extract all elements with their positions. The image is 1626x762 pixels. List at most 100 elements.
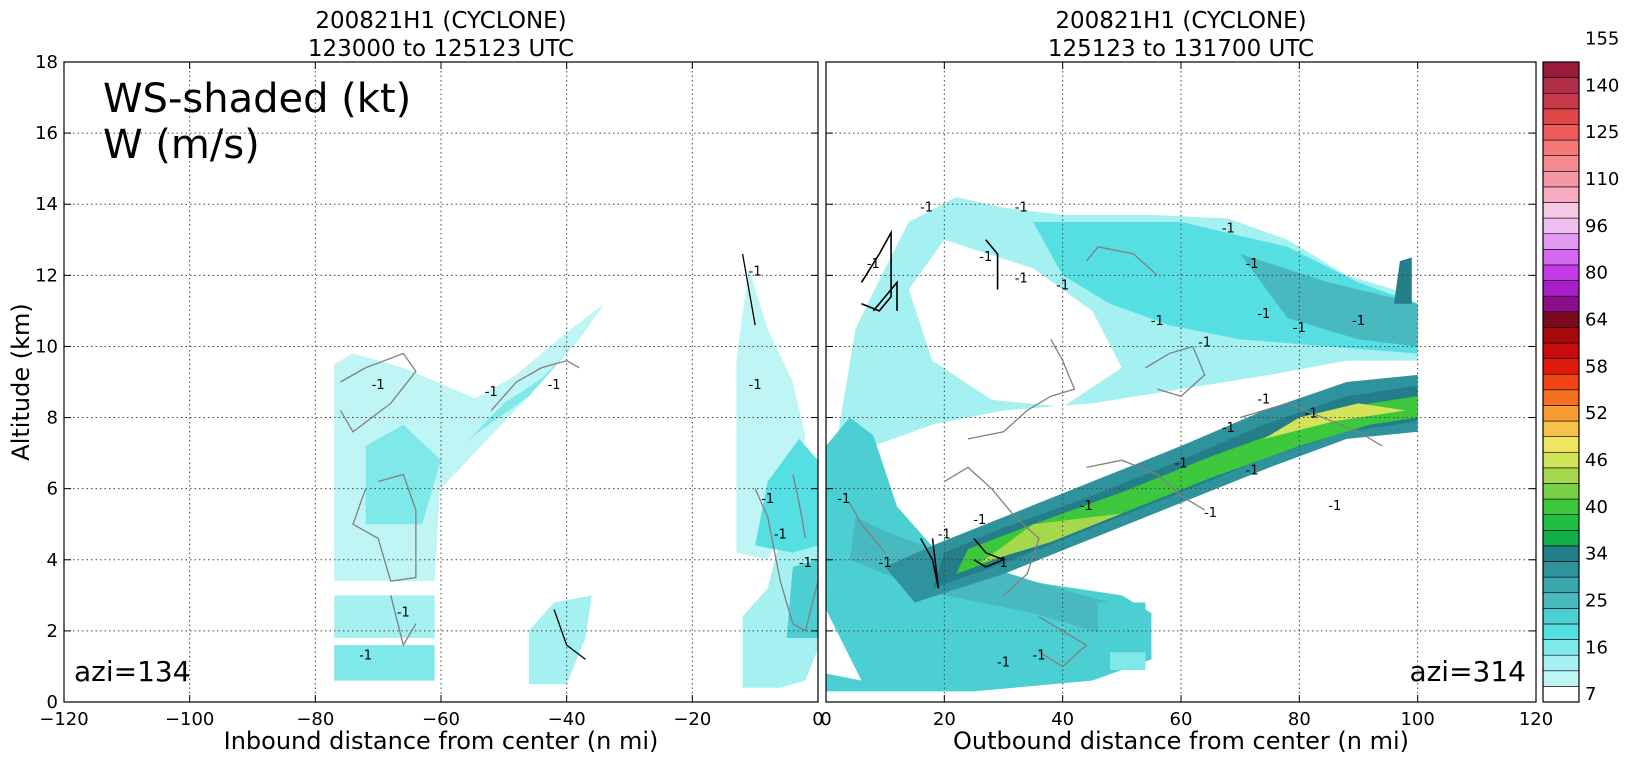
colorbar-swatch [1542,202,1580,219]
colorbar-swatch [1542,483,1580,500]
contour-label: -1 [973,513,986,528]
w-contour [390,595,417,647]
colorbar-swatch [1542,61,1580,78]
contour-label: -1 [761,492,774,507]
ws-region [826,609,862,681]
w-contour [1145,345,1206,397]
w-contour [872,280,898,312]
colorbar-swatch [1542,592,1580,609]
colorbar-swatch [1542,124,1580,141]
contour-label: -1 [749,378,762,393]
contour-label: -1 [372,378,385,393]
colorbar-tick-label: 155 [1585,29,1619,50]
ws-region [334,645,435,681]
colorbar-swatches [1542,61,1580,703]
colorbar-swatch [1542,405,1580,422]
left-azimuth-label: azi=134 [74,655,191,688]
x-tick-label: −60 [422,709,460,730]
w-contour [967,339,1076,440]
y-tick-label: 8 [47,408,58,429]
ws-region [1394,257,1412,304]
colorbar-swatch [1542,561,1580,578]
y-tick-label: 16 [35,123,58,144]
colorbar-swatch [1542,576,1580,594]
left-subtitle: 123000 to 125123 UTC [308,36,574,62]
x-tick-label: 60 [1170,709,1193,730]
colorbar-tick-label: 34 [1585,544,1608,565]
x-tick-label: −100 [165,709,214,730]
ws-region [1263,403,1406,439]
colorbar-swatch [1542,264,1580,281]
y-tick-label: 18 [35,52,58,73]
left-y-ticks: 0 2 4 6 8 10 12 14 16 18 [35,52,818,713]
colorbar-tick-label: 58 [1585,356,1608,377]
x-tick-label: 80 [1288,709,1311,730]
colorbar-tick-label: 52 [1585,403,1608,424]
y-tick-label: 12 [35,265,58,286]
left-panel: -1 -1 -1 -1 -1 -1 -1 -1 -1 -1 −120 −100 −80 −60 −40 −2… [7,8,824,755]
ws-region [1240,254,1418,347]
ws-region [466,353,567,443]
colorbar-swatch [1542,608,1580,625]
x-tick-label: 20 [933,709,956,730]
colorbar: 7 16 25 34 40 46 52 58 64 80 96 110 125 140 155 [1542,29,1619,706]
contour-label: -1 [1198,335,1211,350]
colorbar-swatch [1542,389,1580,406]
right-panel: -1 -1 -1 -1 -1 -1 -1 -1 -1 -1 -1 -1 -1 -1 -1 -1 -1 -1 -1 -1… [820,8,1553,755]
colorbar-tick-label: 125 [1585,122,1619,143]
x-tick-label: −120 [39,709,88,730]
colorbar-tick-labels: 7 16 25 34 40 46 52 58 64 80 96 110 125 140 155 [1585,29,1619,706]
colorbar-swatch [1542,451,1580,469]
contour-label: 1 [999,556,1007,571]
colorbar-swatch [1542,280,1580,297]
contour-label: -1 [1257,307,1270,322]
right-x-ticks: 0 20 40 60 80 100 120 [820,62,1553,730]
left-contours: -1 -1 -1 -1 -1 -1 -1 -1 -1 -1 [339,253,818,663]
w-contour [860,229,892,312]
x-tick-label: 100 [1400,709,1434,730]
w-contour [849,502,886,554]
contour-label: -1 [1056,279,1069,294]
y-tick-label: 6 [47,479,58,500]
right-subtitle: 125123 to 131700 UTC [1048,36,1314,62]
colorbar-swatch [1542,420,1580,437]
w-contour [1085,246,1158,276]
colorbar-tick-label: 110 [1585,169,1619,190]
colorbar-swatch [1542,155,1580,172]
x-tick-label: 40 [1051,709,1074,730]
contour-label: -1 [1305,407,1318,422]
ws-region [528,595,592,685]
colorbar-swatch [1542,249,1580,266]
w-contour [943,466,1040,596]
ws-region [908,239,1122,407]
left-title: 200821H1 (CYCLONE) [315,8,566,34]
colorbar-tick-label: 40 [1585,497,1608,518]
contour-label: -1 [359,648,372,663]
x-tick-label: −40 [548,709,586,730]
colorbar-swatch [1542,295,1580,313]
contour-label: -1 [548,378,561,393]
w-contour [741,253,756,326]
contour-label: -1 [397,606,410,621]
w-contour [920,538,940,589]
colorbar-swatch [1542,108,1580,125]
left-x-axis-label: Inbound distance from center (n mi) [224,727,659,755]
contour-label: -1 [1015,271,1028,286]
w-contour [985,239,999,290]
colorbar-swatch [1542,327,1580,344]
contour-label: -1 [920,200,933,215]
colorbar-swatch [1542,373,1580,391]
ws-region [1098,602,1146,638]
contour-label: -1 [837,492,850,507]
ws-region [334,595,435,638]
x-tick-label: 120 [1519,709,1553,730]
x-tick-label: 0 [812,709,823,730]
colorbar-tick-label: 7 [1585,684,1596,705]
x-tick-label: 0 [820,709,831,730]
ws-region [786,559,818,638]
right-x-axis-label: Outbound distance from center (n mi) [953,727,1409,755]
contour-label: -1 [1204,506,1217,521]
colorbar-swatch [1542,186,1580,203]
colorbar-swatch [1542,358,1580,375]
colorbar-swatch [1542,467,1580,484]
